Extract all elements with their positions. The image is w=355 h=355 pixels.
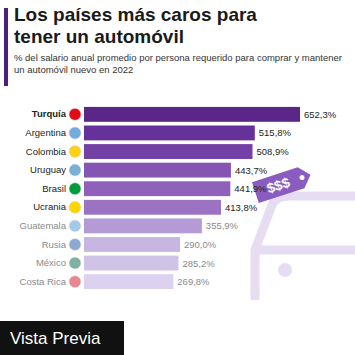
category-label: Guatemala xyxy=(20,220,67,231)
flag xyxy=(69,183,81,195)
watermark: Vista Previa xyxy=(0,321,124,355)
category-label: Brasil xyxy=(42,183,66,194)
category-label: Colombia xyxy=(26,146,67,157)
data-label: 285,2% xyxy=(182,258,215,269)
bars xyxy=(84,107,300,289)
car-outline xyxy=(255,196,355,300)
tick: Turquía xyxy=(32,108,67,119)
category-label: Rusia xyxy=(42,239,67,250)
flag xyxy=(69,127,81,139)
tick: Argentina xyxy=(25,127,66,138)
flag xyxy=(69,108,81,120)
data-label: 515,8% xyxy=(259,127,292,138)
tick: Ucrania xyxy=(33,201,66,212)
bar xyxy=(84,218,202,233)
data-label: 269,8% xyxy=(177,276,210,287)
data-label: 652,3% xyxy=(304,109,337,120)
flag xyxy=(69,220,81,232)
data-label: 355,9% xyxy=(206,220,239,231)
data-label: 441,9% xyxy=(234,183,267,194)
category-label: Turquía xyxy=(32,108,67,119)
tick: Guatemala xyxy=(20,220,67,231)
title: Los países más caros para tener un autom… xyxy=(14,4,264,48)
bar xyxy=(84,163,231,178)
bar xyxy=(84,107,300,122)
data-label: 443,7% xyxy=(235,165,268,176)
subtitle: % del salario anual promedio por persona… xyxy=(14,52,349,76)
title-accent xyxy=(4,8,8,86)
watermark-text: Vista Previa xyxy=(10,329,101,348)
car-icon xyxy=(255,196,355,300)
tick: México xyxy=(36,257,66,268)
price-tag-hole xyxy=(299,174,305,180)
tick: Brasil xyxy=(42,183,66,194)
category-label: Ucrania xyxy=(33,201,66,212)
flag xyxy=(69,146,81,158)
data-label: 413,8% xyxy=(225,202,258,213)
bar xyxy=(84,144,253,159)
flag xyxy=(69,201,81,213)
flag xyxy=(69,164,81,176)
category-label: Costa Rica xyxy=(20,276,67,287)
bar xyxy=(84,181,230,196)
watermark-box xyxy=(0,321,124,355)
category-label: Uruguay xyxy=(30,164,66,175)
category-label: México xyxy=(36,257,66,268)
bar xyxy=(84,256,178,271)
category-axis: Turquía Argentina Colombia Uruguay Brasil Ucr… xyxy=(20,108,67,286)
flag xyxy=(69,238,81,250)
bar xyxy=(84,237,180,252)
price-tag-text: $$$ xyxy=(265,174,292,197)
flag xyxy=(69,257,81,269)
bar xyxy=(84,126,255,141)
tick: Colombia xyxy=(26,146,67,157)
tick: Uruguay xyxy=(30,164,66,175)
tick: Costa Rica xyxy=(20,276,67,287)
data-label: 290,0% xyxy=(184,239,217,250)
car-light xyxy=(278,263,292,277)
flags xyxy=(69,108,81,287)
bar xyxy=(84,274,173,289)
bar xyxy=(84,200,221,215)
data-label: 508,9% xyxy=(257,146,290,157)
category-label: Argentina xyxy=(25,127,66,138)
tick: Rusia xyxy=(42,239,67,250)
flag xyxy=(69,276,81,288)
data-labels: 652,3% 515,8% 508,9% 443,7% 441,9% 413,8% 355,… xyxy=(177,109,336,287)
